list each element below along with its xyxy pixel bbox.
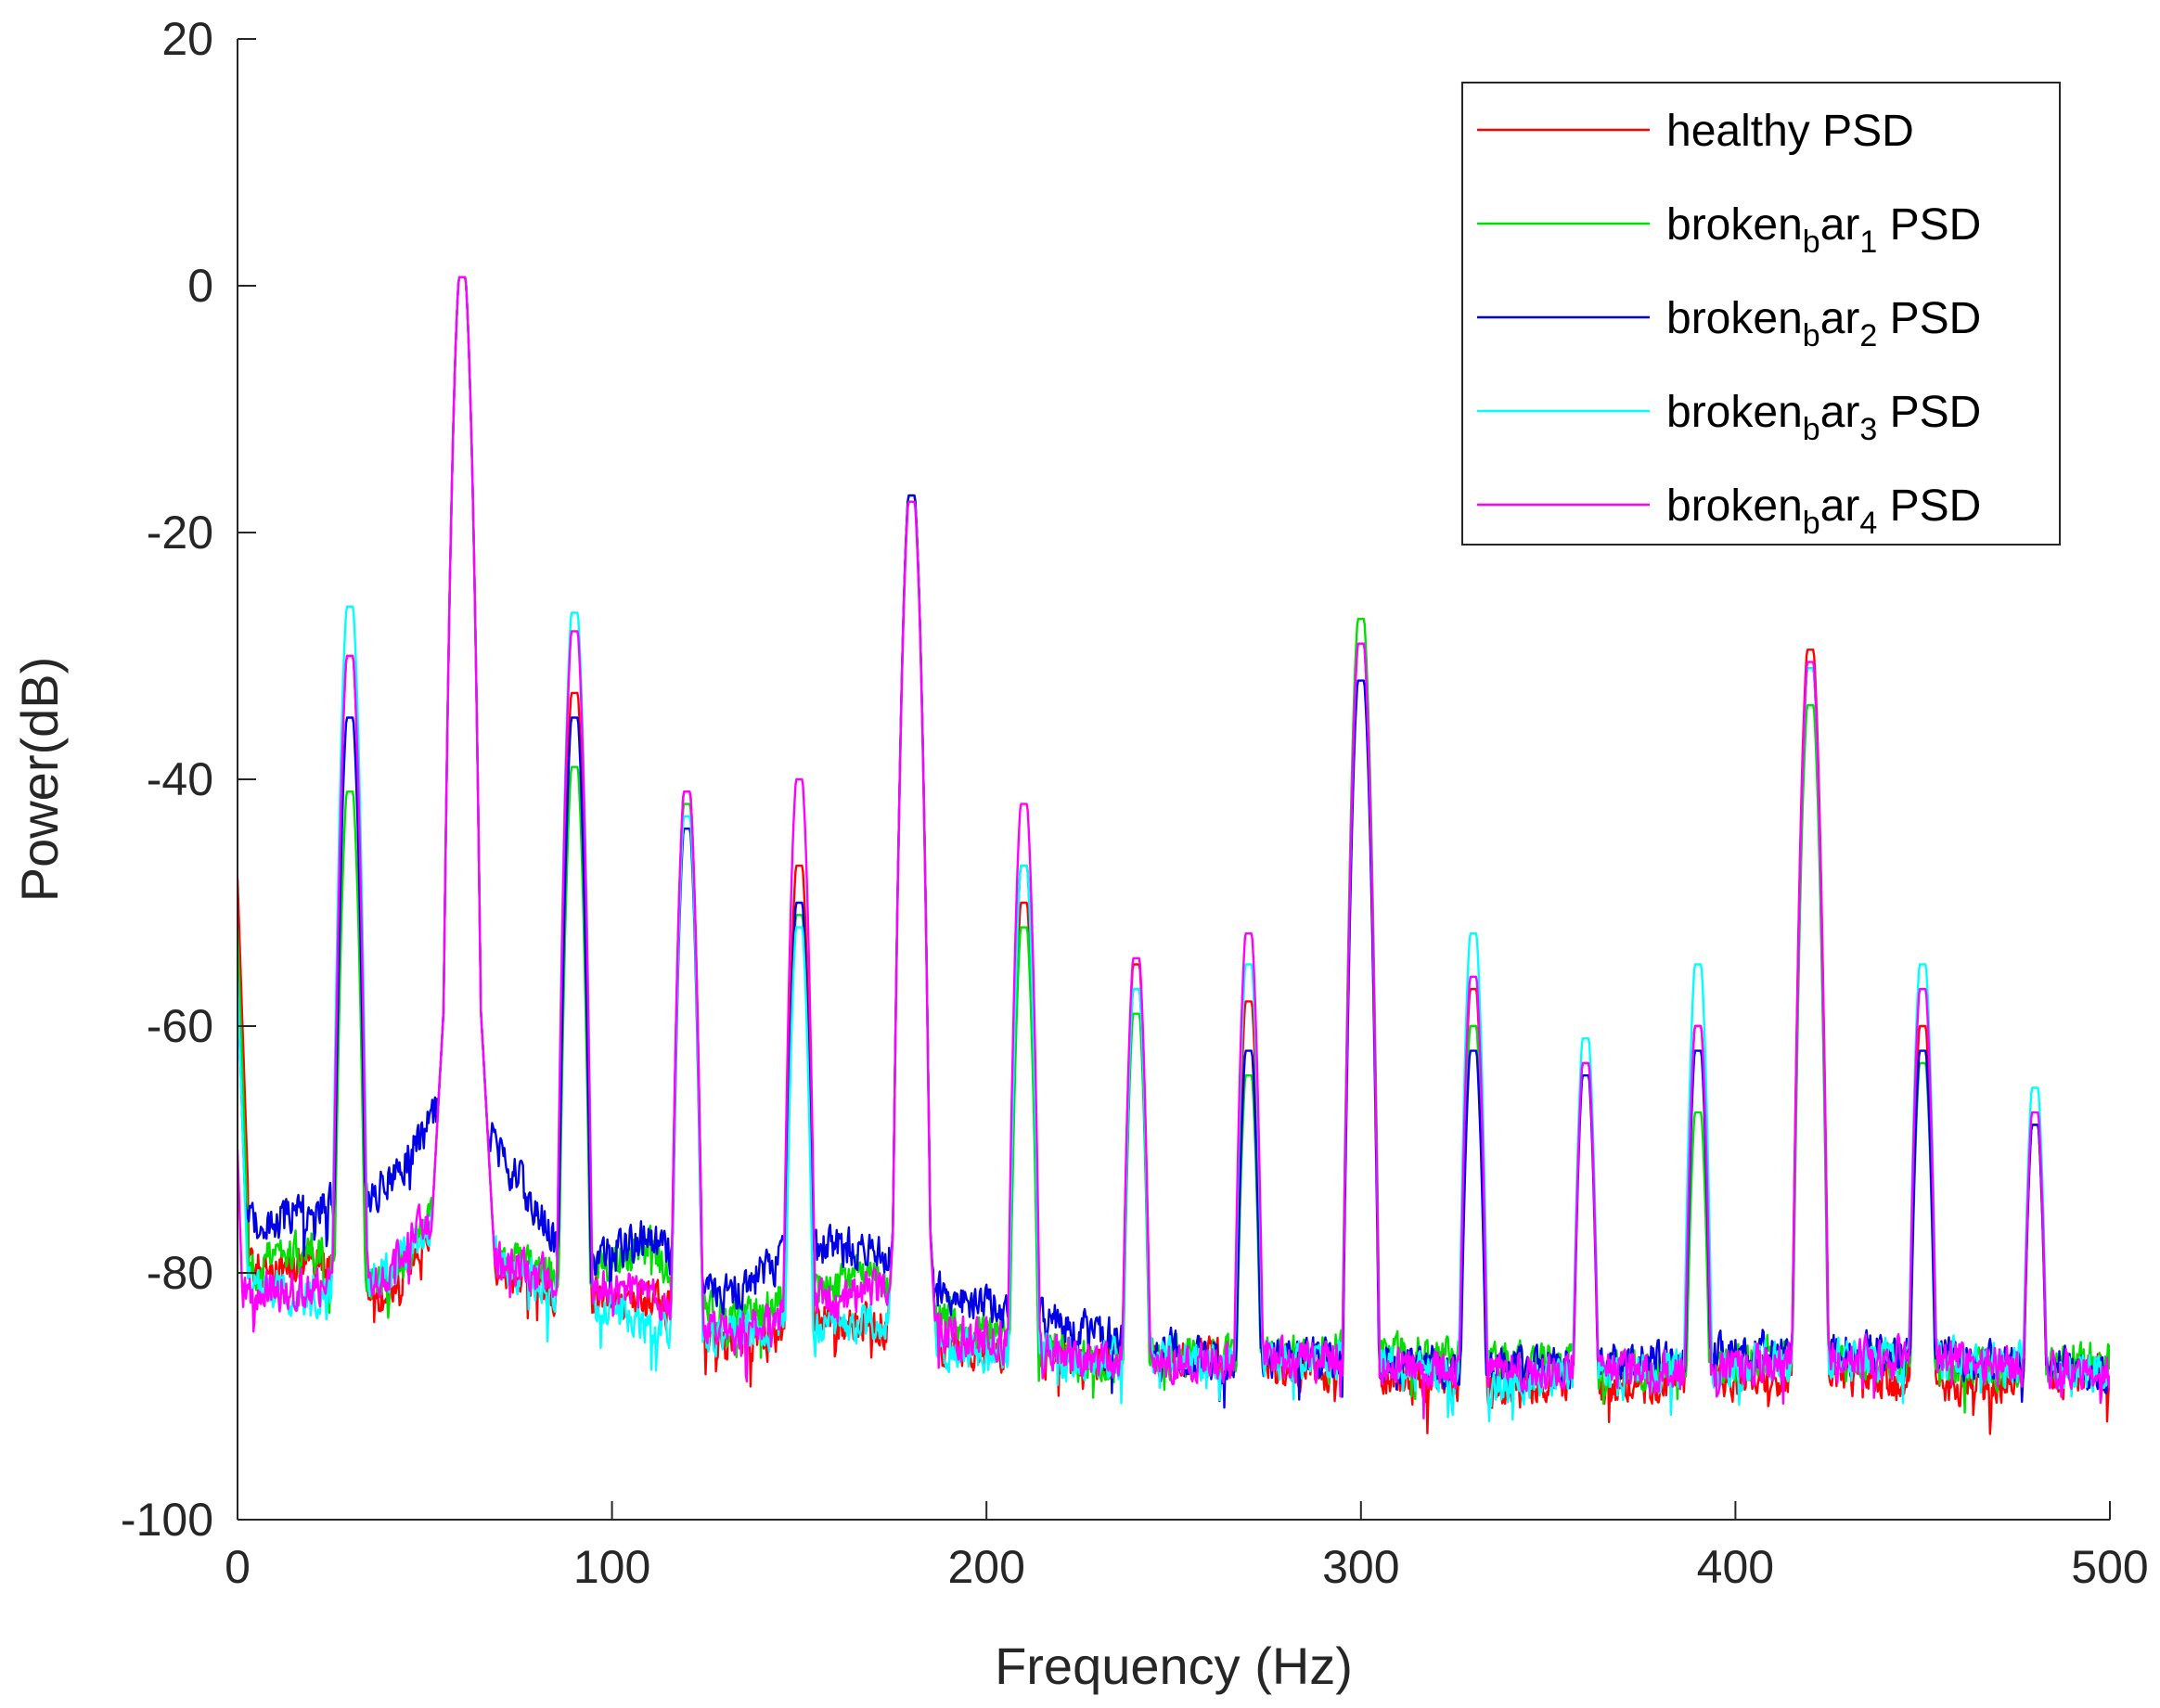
y-tick-label: -100 xyxy=(121,1494,213,1546)
x-tick-label: 100 xyxy=(573,1541,650,1593)
series-line-5 xyxy=(238,276,2110,1419)
legend-entry-5: brokenbar4 PSD xyxy=(1666,482,1981,541)
y-tick-label: -60 xyxy=(147,1000,213,1052)
x-tick-label: 500 xyxy=(2071,1541,2148,1593)
series-layer xyxy=(238,276,2110,1435)
y-tick-label: -40 xyxy=(147,753,213,805)
x-tick-label: 300 xyxy=(1322,1541,1399,1593)
y-tick-label: -80 xyxy=(147,1247,213,1299)
legend: healthy PSD brokenbar1 PSD brokenbar2 PSD b… xyxy=(1461,82,2061,546)
legend-entry-3: brokenbar2 PSD xyxy=(1666,294,1981,353)
legend-entry-1: healthy PSD xyxy=(1666,107,1914,156)
x-tick-label: 200 xyxy=(947,1541,1024,1593)
y-tick-label: 0 xyxy=(187,260,213,312)
y-axis-label: Power(dB) xyxy=(10,657,69,903)
axes-layer: 0 100 200 300 400 500 -100 -80 -60 -40 -20 0 20 xyxy=(121,13,2149,1593)
x-tick-label: 400 xyxy=(1697,1541,1774,1593)
x-tick-label: 0 xyxy=(225,1541,251,1593)
legend-box xyxy=(1461,82,2061,546)
x-axis-label: Frequency (Hz) xyxy=(995,1637,1353,1695)
y-tick-label: -20 xyxy=(147,507,213,559)
legend-entry-4: brokenbar3 PSD xyxy=(1666,388,1981,447)
legend-entry-2: brokenbar1 PSD xyxy=(1666,200,1981,260)
y-tick-label: 20 xyxy=(161,13,213,65)
